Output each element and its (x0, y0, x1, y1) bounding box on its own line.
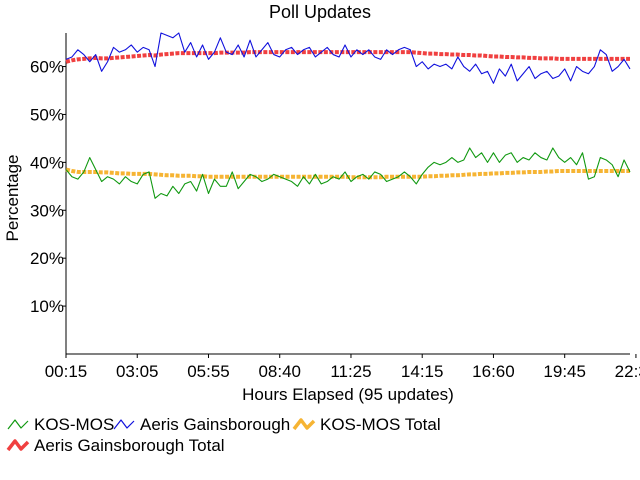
y-tick-label: 30% (30, 201, 64, 220)
y-tick-label: 40% (30, 153, 64, 172)
x-tick-label: 03:05 (116, 362, 159, 381)
legend-swatch-icon (7, 419, 29, 430)
x-axis-label: Hours Elapsed (95 updates) (242, 385, 454, 404)
legend-swatch-icon (292, 418, 316, 431)
y-axis-label: Percentage (3, 155, 22, 242)
y-tick-label: 20% (30, 249, 64, 268)
y-tick-label: 50% (30, 105, 64, 124)
legend-entry-label: Aeris Gainsborough Total (34, 436, 225, 455)
x-tick-label: 05:55 (187, 362, 230, 381)
x-tick-label: 00:15 (45, 362, 88, 381)
legend-swatch-icon (113, 419, 135, 430)
x-tick-label: 19:45 (543, 362, 586, 381)
series-line-kos-mos (65, 147, 631, 199)
x-tick-label: 16:60 (472, 362, 515, 381)
y-tick-label: 60% (30, 58, 64, 77)
legend: KOS-MOS Aeris Gainsborough KOS-MOS Total Ae… (6, 415, 441, 455)
series-layer (65, 32, 631, 199)
y-tick-label: 10% (30, 297, 64, 316)
series-line-aeris-gainsborough (65, 32, 631, 84)
x-tick-label: 11:25 (330, 362, 371, 381)
y-ticks: 10% 20% 30% 40% 50% 60% (30, 58, 66, 316)
x-tick-label: 14:15 (401, 362, 444, 381)
chart-title: Poll Updates (269, 2, 371, 22)
legend-entry-label: Aeris Gainsborough (140, 415, 290, 434)
x-tick-label: 22:31 (615, 362, 640, 381)
x-tick-label: 08:40 (258, 362, 301, 381)
legend-entry-label: KOS-MOS (34, 415, 114, 434)
legend-entry-label: KOS-MOS Total (320, 415, 441, 434)
x-ticks: 00:15 03:05 05:55 08:40 11:25 14:15 16:60 19:45… (45, 354, 640, 381)
legend-swatch-icon (6, 439, 30, 452)
